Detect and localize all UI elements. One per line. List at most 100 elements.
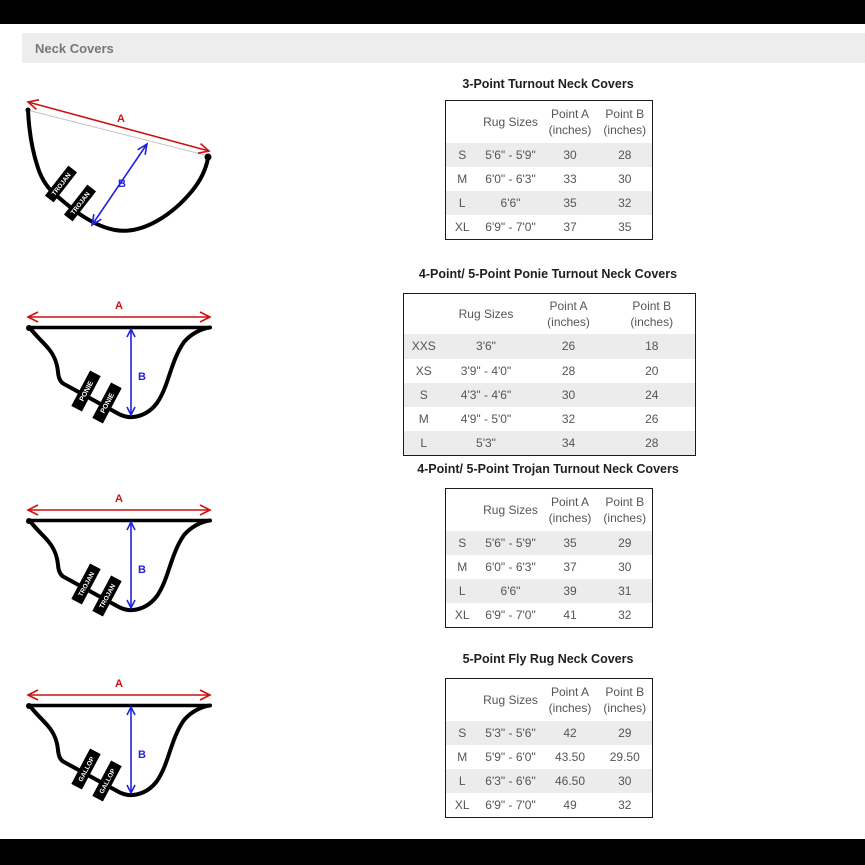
table-cell: 30 (597, 768, 653, 794)
table-row: XL 6'9" - 7'0" 49 32 (446, 793, 653, 818)
column-header: Point B (inches) (597, 678, 653, 721)
arrow-a-label: A (115, 678, 123, 690)
column-header: Point B (inches) (608, 293, 696, 335)
table-cell: XL (454, 608, 470, 623)
table-cell: S (445, 142, 479, 167)
table-cell: 26 (645, 411, 659, 426)
table-cell: 30 (542, 142, 598, 167)
section-title-ponie: 4-Point/ 5-Point Ponie Turnout Neck Cove… (418, 267, 678, 281)
table-cell: 29 (597, 530, 653, 555)
outline-end-right (204, 153, 212, 161)
table-cell: 30 (528, 382, 609, 407)
table-cell: 37 (563, 220, 577, 235)
column-header: Rug Sizes (478, 488, 543, 531)
table-cell: 6'6" (478, 190, 543, 216)
table-cell: XL (454, 220, 470, 235)
table-row: M 4'9" - 5'0" 32 26 (404, 407, 696, 431)
diagram-guide-line (30, 110, 206, 156)
table-cell: S (445, 720, 479, 745)
column-header: Rug Sizes (478, 678, 543, 721)
table-cell: 6'3" - 6'6" (478, 768, 543, 794)
table-cell: M (418, 411, 429, 426)
table-row: L 6'6" 39 31 (445, 578, 653, 604)
table-cell: 28 (597, 142, 653, 167)
measurement-arrow-a (26, 504, 212, 516)
page-header-bar: Neck Covers (22, 33, 865, 63)
size-table-trojan: Rug Sizes Point A (inches) Point B (inches… (445, 488, 653, 629)
column-header: Point A (inches) (542, 488, 598, 531)
table-cell: XS (415, 363, 432, 378)
table-cell: M (457, 559, 468, 574)
column-header: Point B (inches) (597, 100, 653, 143)
bottom-banner (0, 839, 865, 865)
table-cell: 26 (528, 334, 609, 359)
table-cell: 4'3" - 4'6" (443, 382, 529, 407)
page-title: Neck Covers (35, 40, 114, 56)
outline-end-left (25, 107, 31, 113)
table-cell: L (445, 578, 479, 604)
measurement-arrow-b (126, 520, 136, 610)
table-cell: 5'6" - 5'9" (478, 530, 543, 555)
column-header: Point A (inches) (542, 100, 598, 143)
table-cell: L (445, 190, 479, 216)
table-cell: 6'9" - 7'0" (485, 608, 536, 623)
neck-cover-diagram-trojan: A B TROJAN TROJAN (26, 493, 212, 617)
table-row: XS 3'9" - 4'0" 28 20 (404, 359, 696, 383)
table-cell: 6'9" - 7'0" (485, 798, 536, 813)
table-row: S 5'6" - 5'9" 35 29 (445, 530, 653, 555)
table-cell: L (445, 768, 479, 794)
arrow-b-label: B (138, 564, 146, 576)
table-cell: M (457, 749, 468, 764)
arrow-b-label: B (138, 749, 146, 761)
table-cell: XXS (403, 334, 444, 359)
neck-cover-outline (28, 325, 212, 420)
measurement-arrow-b (90, 142, 149, 227)
neck-cover-diagram-fly-rug: A B GALLOP GALLOP (26, 678, 212, 802)
arrow-b-label: B (118, 178, 126, 190)
arrow-a-label: A (117, 113, 125, 125)
table-row: L 6'3" - 6'6" 46.50 30 (445, 768, 653, 794)
column-header (445, 488, 479, 531)
table-cell: 18 (608, 334, 696, 359)
table-cell: 6'9" - 7'0" (485, 220, 536, 235)
table-cell: 32 (618, 798, 632, 813)
table-cell: 4'9" - 5'0" (460, 411, 512, 426)
arrow-a-label: A (115, 493, 123, 505)
table-row: S 4'3" - 4'6" 30 24 (403, 382, 696, 407)
table-row: S 5'6" - 5'9" 30 28 (445, 142, 653, 167)
column-header (445, 678, 479, 721)
table-row: XXS 3'6" 26 18 (403, 334, 696, 359)
table-cell: 5'9" - 6'0" (485, 749, 536, 764)
table-cell: 6'6" (478, 578, 543, 604)
size-table-fly-rug: Rug Sizes Point A (inches) Point B (inches… (445, 678, 653, 819)
table-cell: 43.50 (554, 749, 586, 764)
neck-cover-outline (28, 518, 212, 613)
table-cell: 31 (597, 578, 653, 604)
table-row: M 5'9" - 6'0" 43.50 29.50 (446, 745, 653, 769)
table-cell: 28 (561, 363, 576, 378)
table-cell: 6'0" - 6'3" (485, 559, 536, 574)
table-cell: 20 (645, 363, 659, 378)
measurement-arrow-b (126, 327, 136, 417)
table-cell: 46.50 (542, 768, 598, 794)
column-header: Point A (inches) (528, 293, 609, 335)
measurement-arrow-a (26, 311, 212, 323)
table-cell: L (403, 431, 444, 456)
arrow-b-label: B (138, 371, 146, 383)
table-cell: 39 (542, 578, 598, 604)
table-cell: 35 (542, 530, 598, 555)
measurement-arrow-a (26, 689, 212, 701)
table-header-row: Rug Sizes Point A (inches) Point B (inches… (403, 293, 696, 335)
section-title-fly-rug: 5-Point Fly Rug Neck Covers (462, 652, 634, 666)
table-cell: 37 (563, 559, 577, 574)
table-row: L 6'6" 35 32 (445, 190, 653, 216)
table-cell: 28 (608, 431, 696, 456)
table-cell: 5'3" (443, 431, 529, 456)
table-cell: S (403, 382, 444, 407)
table-cell: 3'9" - 4'0" (460, 363, 512, 378)
table-row: L 5'3" 34 28 (403, 431, 696, 456)
table-cell: XL (454, 798, 470, 813)
table-cell: 30 (618, 559, 632, 574)
size-table-3-point-turnout: Rug Sizes Point A (inches) Point B (inches… (445, 100, 653, 241)
neck-cover-outline (26, 108, 210, 233)
